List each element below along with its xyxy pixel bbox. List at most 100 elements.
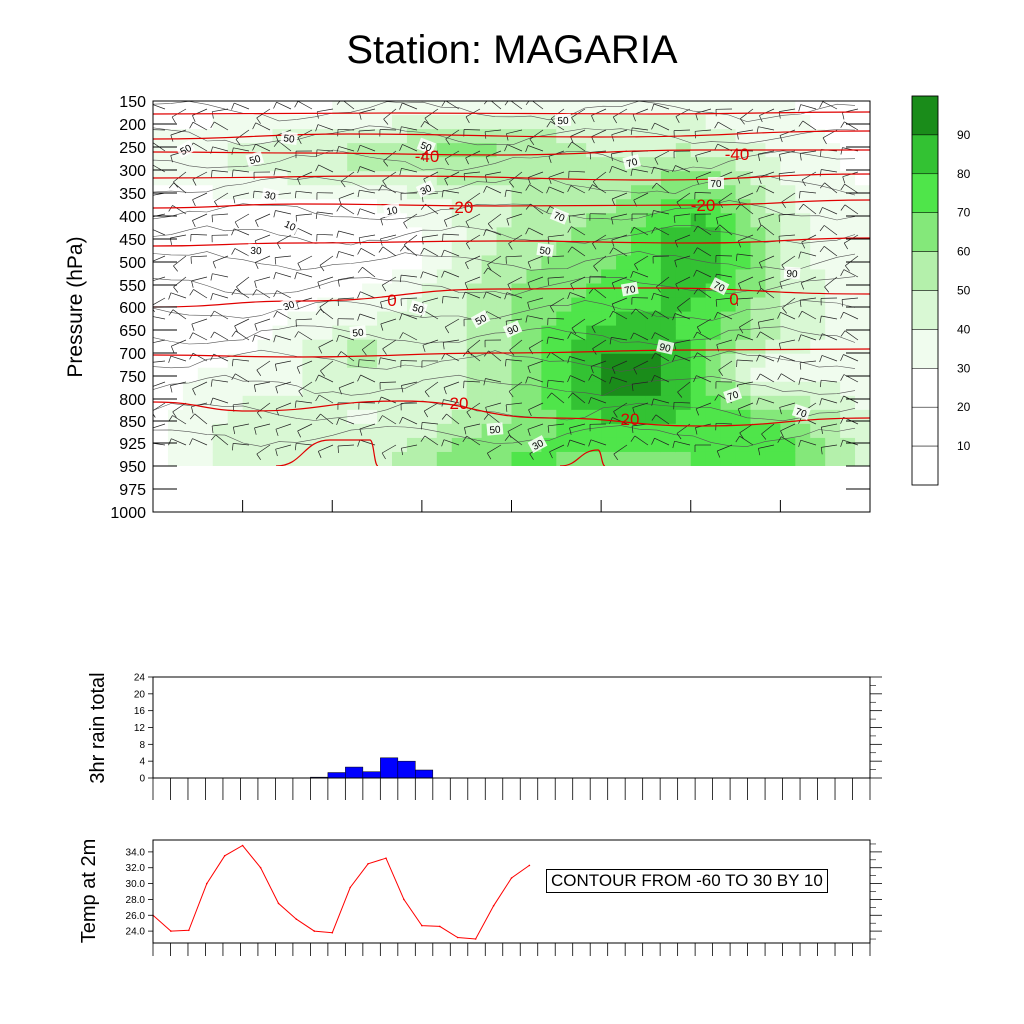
wind-barb-flag bbox=[588, 439, 592, 447]
wind-barb-flag bbox=[336, 230, 339, 238]
wind-barb-flag bbox=[424, 117, 430, 125]
wind-barb-flag bbox=[758, 262, 763, 269]
wind-barb bbox=[800, 150, 817, 154]
wind-barb-flag bbox=[466, 411, 471, 418]
wind-barb bbox=[153, 142, 166, 152]
wind-barb-flag bbox=[840, 374, 845, 381]
humidity-cell bbox=[541, 409, 557, 425]
wind-barb-flag bbox=[548, 156, 552, 164]
wind-barb bbox=[528, 402, 544, 411]
humidity-cell bbox=[645, 199, 662, 214]
wind-barb bbox=[570, 185, 586, 194]
wind-barb bbox=[172, 309, 187, 320]
humidity-cell bbox=[317, 157, 333, 172]
humidity-cell bbox=[511, 143, 528, 158]
humidity-cell bbox=[840, 129, 856, 144]
wind-barb bbox=[275, 272, 292, 278]
wind-barb bbox=[317, 276, 334, 283]
humidity-cell bbox=[212, 213, 229, 228]
humidity-cell bbox=[421, 437, 438, 453]
humidity-cell bbox=[705, 409, 722, 425]
humidity-cell bbox=[287, 325, 303, 341]
wind-barb-flag bbox=[236, 286, 241, 293]
wind-barb-flag bbox=[382, 180, 387, 187]
humidity-contour-line bbox=[153, 325, 856, 346]
humidity-cell bbox=[272, 269, 289, 285]
wind-barb bbox=[215, 434, 229, 446]
wind-barb-flag bbox=[420, 435, 426, 442]
humidity-cell bbox=[735, 339, 752, 355]
wind-barb-flag bbox=[567, 141, 573, 148]
temp-2m-point bbox=[277, 902, 280, 905]
wind-barb bbox=[402, 102, 418, 110]
temp-2m-point bbox=[439, 925, 441, 928]
wind-barb-flag bbox=[315, 309, 321, 316]
humidity-cell bbox=[541, 227, 557, 242]
wind-barb bbox=[444, 213, 460, 221]
humidity-cell bbox=[526, 227, 542, 242]
wind-barb bbox=[655, 352, 670, 362]
wind-barb bbox=[422, 234, 439, 238]
wind-barb bbox=[296, 213, 313, 216]
humidity-cell bbox=[601, 437, 617, 453]
wind-barb bbox=[800, 377, 817, 383]
wind-barb bbox=[465, 213, 481, 222]
humidity-cell bbox=[257, 423, 274, 439]
wind-barb-flag bbox=[231, 289, 236, 296]
wind-barb bbox=[442, 233, 460, 236]
humidity-cell bbox=[511, 283, 528, 299]
svg-text:30: 30 bbox=[531, 438, 546, 453]
humidity-cell bbox=[571, 297, 587, 313]
humidity-cell bbox=[675, 325, 692, 341]
wind-barb-flag bbox=[525, 145, 529, 153]
wind-barb bbox=[319, 394, 334, 404]
wind-barb bbox=[509, 171, 523, 183]
humidity-cell bbox=[167, 283, 184, 299]
wind-barb bbox=[509, 435, 523, 446]
wind-barb-flag bbox=[779, 135, 783, 143]
temperature-contour-label: 0 bbox=[387, 291, 396, 310]
humidity-cell bbox=[287, 101, 303, 116]
humidity-cell bbox=[526, 311, 542, 327]
svg-text:10: 10 bbox=[386, 205, 399, 218]
humidity-cell bbox=[840, 241, 856, 257]
wind-barb-flag bbox=[651, 210, 654, 218]
humidity-cell bbox=[810, 437, 826, 453]
wind-barb bbox=[695, 108, 712, 114]
humidity-cell bbox=[392, 157, 408, 172]
humidity-cell bbox=[153, 283, 169, 299]
humidity-cell bbox=[840, 171, 856, 186]
wind-barb-flag bbox=[231, 228, 235, 236]
humidity-cell bbox=[810, 255, 826, 271]
wind-barb-flag bbox=[799, 362, 802, 370]
humidity-cell bbox=[197, 241, 214, 257]
humidity-cell bbox=[332, 143, 348, 158]
humidity-cell bbox=[481, 339, 498, 355]
humidity-cell bbox=[421, 115, 438, 130]
humidity-cell bbox=[825, 241, 841, 257]
wind-barb bbox=[275, 335, 292, 341]
colorbar-frame bbox=[911, 95, 939, 486]
humidity-cell bbox=[227, 395, 244, 411]
humidity-cell bbox=[825, 311, 841, 327]
humidity-cell bbox=[182, 339, 199, 355]
wind-barb-flag bbox=[547, 425, 550, 433]
wind-barb bbox=[464, 171, 481, 174]
humidity-cell bbox=[616, 353, 632, 369]
humidity-cell bbox=[840, 269, 856, 285]
humidity-cell bbox=[451, 409, 468, 425]
humidity-cell bbox=[720, 339, 737, 355]
humidity-cell bbox=[541, 157, 557, 172]
wind-barb-flag bbox=[654, 158, 659, 165]
wind-barb bbox=[170, 129, 187, 136]
humidity-cell bbox=[167, 353, 184, 369]
colorbar-label: 30 bbox=[957, 361, 971, 375]
wind-barb-flag bbox=[609, 376, 613, 384]
humidity-cell bbox=[212, 423, 229, 439]
y-tick-label: 4 bbox=[139, 757, 145, 768]
humidity-cell bbox=[347, 171, 363, 186]
svg-text:50: 50 bbox=[283, 133, 296, 145]
humidity-cell bbox=[302, 325, 318, 341]
humidity-cell bbox=[720, 437, 737, 453]
